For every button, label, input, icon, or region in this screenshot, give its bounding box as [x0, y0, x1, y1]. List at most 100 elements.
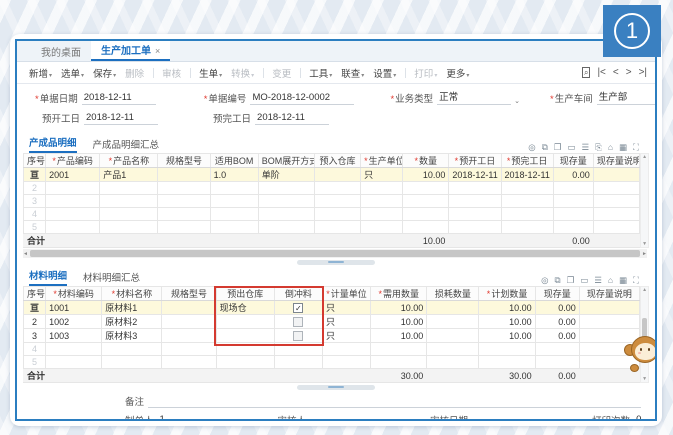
column-settings-icon[interactable]: ▦: [619, 275, 628, 285]
cell-stock-desc[interactable]: [578, 300, 641, 315]
scrollbar-thumb[interactable]: [29, 250, 641, 257]
cell-bom[interactable]: 1.0: [209, 167, 259, 182]
scroll-up-icon[interactable]: ▲: [642, 287, 648, 293]
audit-button[interactable]: 审核: [162, 68, 182, 80]
delete-row-icon[interactable]: ▭: [580, 275, 589, 285]
scroll-down-icon[interactable]: ▼: [642, 376, 648, 382]
chevron-down-icon[interactable]: ⌄: [514, 98, 521, 105]
cell-loss-qty[interactable]: [426, 314, 480, 329]
vertical-scrollbar[interactable]: ▲ ▼: [640, 153, 649, 248]
cell-loss-qty[interactable]: [426, 328, 480, 343]
cell-spec[interactable]: [161, 328, 217, 343]
convert-button[interactable]: 转换▾: [231, 68, 255, 80]
print-button[interactable]: 打印▾: [414, 68, 438, 80]
row-selector[interactable]: 亘: [22, 300, 47, 315]
cell-seq[interactable]: 3: [22, 328, 47, 343]
cell-out-warehouse[interactable]: [215, 328, 275, 343]
default-layout-icon[interactable]: ⌂: [607, 142, 614, 152]
tab-finished-summary[interactable]: 产成品明细汇总: [92, 140, 160, 151]
cell-stock[interactable]: 0.00: [534, 300, 580, 315]
generate-button[interactable]: 生单▾: [199, 68, 223, 80]
pick-order-button[interactable]: 选单▾: [61, 68, 85, 80]
batch-fill-icon[interactable]: ☰: [581, 142, 590, 152]
insert-row-icon[interactable]: ⧉: [554, 275, 561, 285]
cell-bom-mode[interactable]: 单阶: [257, 167, 315, 182]
doc-date-input[interactable]: 2018-12-11: [81, 92, 156, 105]
fullscreen-icon[interactable]: ⛶: [633, 142, 639, 152]
cell-planned-qty[interactable]: 10.00: [478, 328, 536, 343]
cell-material-name[interactable]: 原材料3: [101, 328, 163, 343]
backflush-checkbox-unchecked[interactable]: [293, 316, 304, 327]
copy-row-icon[interactable]: ❐: [553, 142, 562, 152]
scroll-up-icon[interactable]: ▲: [642, 154, 648, 160]
cell-required-qty[interactable]: 10.00: [370, 314, 428, 329]
cell-stock-desc[interactable]: [578, 314, 641, 329]
locate-icon[interactable]: ◎: [528, 142, 536, 152]
cell-seq[interactable]: 2: [22, 314, 47, 329]
vertical-scrollbar[interactable]: ▲ ▼: [640, 286, 649, 383]
default-layout-icon[interactable]: ⌂: [607, 275, 614, 285]
backflush-checkbox-unchecked[interactable]: [293, 330, 304, 341]
change-button[interactable]: 变更: [272, 68, 292, 80]
biz-type-select[interactable]: 正常: [437, 89, 512, 105]
tab-production-order[interactable]: 生产加工单 ×: [91, 41, 171, 61]
doc-no-input[interactable]: MO-2018-12-0002: [250, 92, 355, 105]
linked-query-button[interactable]: 联查▾: [341, 68, 365, 80]
tab-my-desktop[interactable]: 我的桌面: [41, 48, 81, 59]
remark-input[interactable]: [148, 396, 641, 408]
plan-finish-input[interactable]: 2018-12-11: [255, 112, 330, 125]
cell-unit[interactable]: 只: [360, 167, 404, 182]
tools-button[interactable]: 工具▾: [309, 68, 333, 80]
horizontal-scrollbar[interactable]: ◄ ►: [23, 249, 647, 258]
cell-planned-qty[interactable]: 10.00: [478, 300, 536, 315]
delete-button[interactable]: 删除: [125, 68, 145, 80]
cell-material-name[interactable]: 原材料2: [101, 314, 163, 329]
more-button[interactable]: 更多▾: [446, 68, 470, 80]
cell-out-warehouse[interactable]: [215, 314, 275, 329]
search-icon[interactable]: ⌕: [581, 67, 591, 78]
copy-row-icon[interactable]: ❐: [566, 275, 575, 285]
cell-unit[interactable]: 只: [321, 314, 372, 329]
splitter-handle[interactable]: [297, 384, 375, 390]
cell-spec[interactable]: [161, 300, 217, 315]
cell-material-code[interactable]: 1002: [45, 314, 103, 329]
save-button[interactable]: 保存▾: [93, 68, 117, 80]
row-selector[interactable]: 亘: [22, 167, 47, 182]
close-tab-icon[interactable]: ×: [155, 46, 161, 56]
cell-unit[interactable]: 只: [321, 328, 372, 343]
cell-material-code[interactable]: 1003: [45, 328, 103, 343]
cell-material-name[interactable]: 原材料1: [101, 300, 163, 315]
cell-required-qty[interactable]: 10.00: [370, 328, 428, 343]
delete-row-icon[interactable]: ▭: [567, 142, 576, 152]
scroll-down-icon[interactable]: ▼: [642, 241, 648, 247]
cell-product-name[interactable]: 产品1: [99, 167, 159, 182]
cell-out-warehouse[interactable]: 现场仓: [215, 300, 275, 315]
scroll-right-icon[interactable]: ►: [642, 250, 647, 257]
tab-material-summary[interactable]: 材料明细汇总: [83, 273, 141, 284]
tab-finished-detail[interactable]: 产成品明细: [29, 135, 77, 153]
cell-finish[interactable]: 2018-12-11: [500, 167, 554, 182]
scroll-left-icon[interactable]: ◄: [23, 250, 28, 257]
cell-stock[interactable]: 0.00: [534, 328, 580, 343]
new-button[interactable]: 新增▾: [29, 68, 53, 80]
workshop-input[interactable]: 生产部: [596, 89, 655, 105]
first-record-icon[interactable]: |<: [597, 67, 606, 78]
prev-record-icon[interactable]: <: [612, 67, 619, 78]
cell-spec[interactable]: [157, 167, 211, 182]
insert-row-icon[interactable]: ⧉: [541, 142, 548, 152]
fullscreen-icon[interactable]: ⛶: [633, 275, 639, 285]
cell-stock[interactable]: 0.00: [534, 314, 580, 329]
export-icon[interactable]: ⎘: [595, 142, 602, 152]
tab-material-detail[interactable]: 材料明细: [29, 268, 68, 286]
cell-loss-qty[interactable]: [426, 300, 480, 315]
cell-in-warehouse[interactable]: [313, 167, 362, 182]
scrollbar-thumb[interactable]: [642, 317, 648, 352]
cell-qty[interactable]: 10.00: [402, 167, 450, 182]
next-record-icon[interactable]: >: [625, 67, 632, 78]
splitter-handle[interactable]: [297, 259, 375, 265]
cell-spec[interactable]: [161, 314, 217, 329]
cell-product-code[interactable]: 2001: [45, 167, 101, 182]
backflush-checkbox-checked[interactable]: ✓: [293, 302, 304, 313]
last-record-icon[interactable]: >|: [638, 67, 647, 78]
cell-material-code[interactable]: 1001: [45, 300, 103, 315]
